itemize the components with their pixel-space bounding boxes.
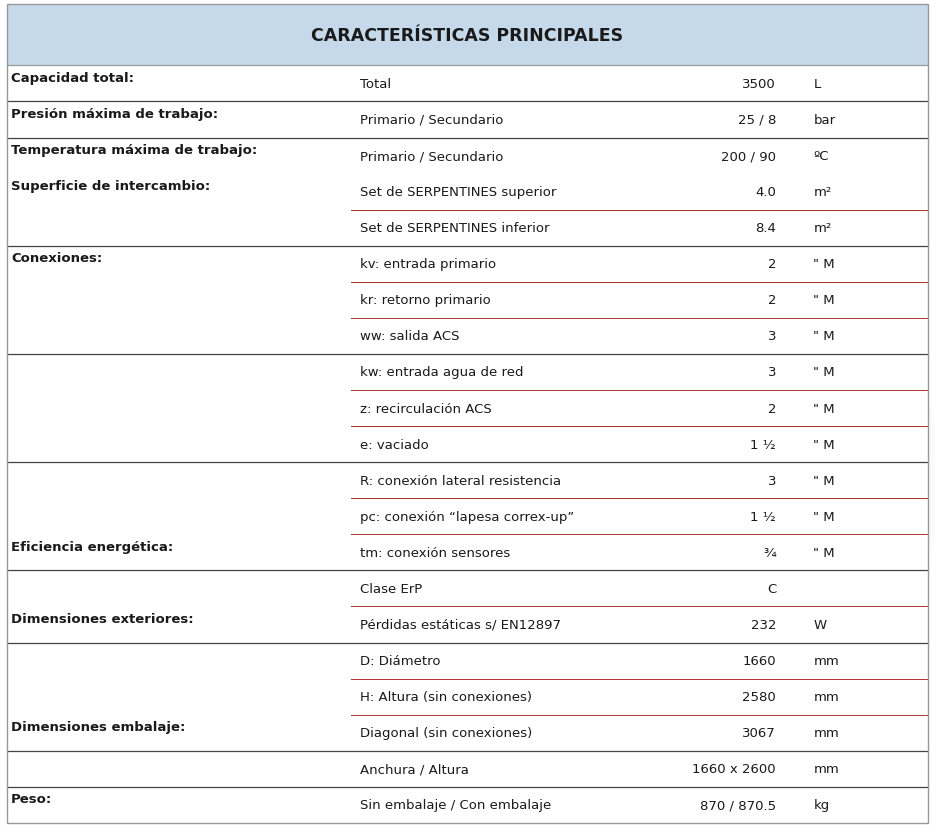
Bar — [7, 66, 928, 103]
Text: ºC: ºC — [813, 150, 829, 163]
Text: kv: entrada primario: kv: entrada primario — [360, 258, 496, 271]
Bar — [7, 427, 928, 462]
Circle shape — [580, 397, 767, 562]
Text: Set de SERPENTINES inferior: Set de SERPENTINES inferior — [360, 222, 550, 235]
Bar — [7, 607, 928, 643]
Text: Sin embalaje / Con embalaje: Sin embalaje / Con embalaje — [360, 798, 552, 811]
Text: e: vaciado: e: vaciado — [360, 438, 429, 451]
Text: Clase ErP: Clase ErP — [360, 582, 423, 595]
Text: ¾: ¾ — [763, 546, 776, 559]
Text: mm: mm — [813, 654, 840, 667]
Text: Superficie de intercambio:: Superficie de intercambio: — [11, 179, 210, 193]
Text: Dimensiones embalaje:: Dimensiones embalaje: — [11, 720, 185, 734]
Text: Diagonal (sin conexiones): Diagonal (sin conexiones) — [360, 726, 532, 739]
Bar — [7, 462, 928, 499]
Text: m²: m² — [813, 222, 832, 235]
Text: " M: " M — [813, 510, 835, 523]
Text: tm: conexión sensores: tm: conexión sensores — [360, 546, 511, 559]
Text: 8.4: 8.4 — [755, 222, 776, 235]
Bar — [7, 679, 928, 715]
Text: Pérdidas estáticas s/ EN12897: Pérdidas estáticas s/ EN12897 — [360, 619, 561, 631]
Bar — [7, 571, 928, 607]
Text: 1660 x 2600: 1660 x 2600 — [693, 762, 776, 776]
Text: 870 / 870.5: 870 / 870.5 — [700, 798, 776, 811]
Text: CARACTERÍSTICAS PRINCIPALES: CARACTERÍSTICAS PRINCIPALES — [311, 26, 624, 45]
Bar — [7, 318, 928, 355]
Text: Eficiencia energética:: Eficiencia energética: — [11, 540, 174, 553]
Text: Primario / Secundario: Primario / Secundario — [360, 150, 503, 163]
Bar — [7, 103, 928, 138]
Bar — [7, 499, 928, 534]
Text: 3: 3 — [768, 366, 776, 379]
Text: R: conexión lateral resistencia: R: conexión lateral resistencia — [360, 474, 561, 487]
Bar — [7, 715, 928, 751]
Text: kr: retorno primario: kr: retorno primario — [360, 294, 491, 307]
Text: L: L — [813, 78, 821, 91]
Text: Set de SERPENTINES superior: Set de SERPENTINES superior — [360, 186, 556, 198]
Text: Peso:: Peso: — [11, 792, 52, 805]
Text: z: recirculación ACS: z: recirculación ACS — [360, 402, 492, 415]
Bar — [7, 283, 928, 318]
Bar — [7, 246, 928, 283]
Text: 2: 2 — [768, 294, 776, 307]
Text: 3500: 3500 — [742, 78, 776, 91]
Text: 200 / 90: 200 / 90 — [721, 150, 776, 163]
Text: " M: " M — [813, 366, 835, 379]
Text: Dimensiones exteriores:: Dimensiones exteriores: — [11, 612, 194, 625]
Text: " M: " M — [813, 402, 835, 415]
Text: Presión máxima de trabajo:: Presión máxima de trabajo: — [11, 108, 219, 121]
Text: Anchura / Altura: Anchura / Altura — [360, 762, 468, 776]
Text: W: W — [813, 619, 827, 631]
Text: ww: salida ACS: ww: salida ACS — [360, 330, 459, 343]
Text: " M: " M — [813, 294, 835, 307]
Text: m²: m² — [813, 186, 832, 198]
Text: 2580: 2580 — [742, 691, 776, 703]
Text: 2: 2 — [768, 258, 776, 271]
Text: pc: conexión “lapesa correx-up”: pc: conexión “lapesa correx-up” — [360, 510, 574, 523]
Text: Capacidad total:: Capacidad total: — [11, 72, 135, 84]
Text: 3067: 3067 — [742, 726, 776, 739]
Bar — [7, 138, 928, 174]
Text: Primario / Secundario: Primario / Secundario — [360, 114, 503, 127]
Text: bar: bar — [813, 114, 836, 127]
Text: mm: mm — [813, 762, 840, 776]
Text: 1 ½: 1 ½ — [751, 438, 776, 451]
Text: " M: " M — [813, 474, 835, 487]
Text: 2: 2 — [768, 402, 776, 415]
Text: Conexiones:: Conexiones: — [11, 252, 103, 265]
Text: H: Altura (sin conexiones): H: Altura (sin conexiones) — [360, 691, 532, 703]
Text: 4.0: 4.0 — [755, 186, 776, 198]
Text: 1660: 1660 — [742, 654, 776, 667]
Text: kg: kg — [813, 798, 829, 811]
Bar — [7, 5, 928, 66]
Bar — [7, 643, 928, 679]
Text: kw: entrada agua de red: kw: entrada agua de red — [360, 366, 524, 379]
Text: mm: mm — [813, 691, 840, 703]
Bar — [7, 786, 928, 823]
Text: " M: " M — [813, 330, 835, 343]
Text: 1 ½: 1 ½ — [751, 510, 776, 523]
Bar — [7, 390, 928, 427]
Text: 3: 3 — [768, 330, 776, 343]
Text: D: Diámetro: D: Diámetro — [360, 654, 440, 667]
Text: mm: mm — [813, 726, 840, 739]
Bar — [7, 355, 928, 390]
Bar — [7, 210, 928, 246]
Text: 3: 3 — [768, 474, 776, 487]
Text: " M: " M — [813, 546, 835, 559]
Text: C: C — [767, 582, 776, 595]
Text: " M: " M — [813, 258, 835, 271]
Text: Total: Total — [360, 78, 391, 91]
Bar — [7, 534, 928, 571]
Text: 232: 232 — [751, 619, 776, 631]
Bar — [7, 174, 928, 210]
Text: Temperatura máxima de trabajo:: Temperatura máxima de trabajo: — [11, 144, 257, 157]
Bar — [7, 751, 928, 786]
Text: " M: " M — [813, 438, 835, 451]
Text: 25 / 8: 25 / 8 — [738, 114, 776, 127]
